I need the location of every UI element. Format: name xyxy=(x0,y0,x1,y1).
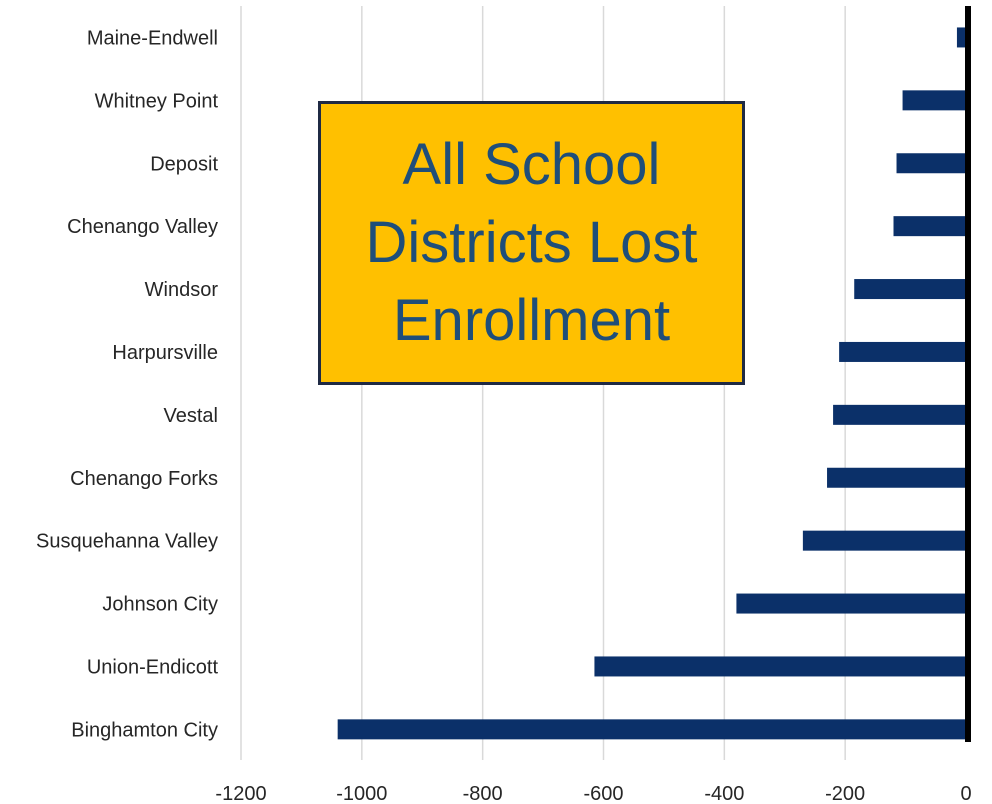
category-label: Chenango Forks xyxy=(70,468,218,490)
bar xyxy=(802,530,966,551)
category-label: Chenango Valley xyxy=(67,216,218,238)
category-label: Windsor xyxy=(145,279,219,301)
annotation-callout-box: All School Districts Lost Enrollment xyxy=(318,101,745,385)
bar xyxy=(736,593,966,614)
bar xyxy=(902,90,966,111)
category-label: Whitney Point xyxy=(95,90,219,112)
bar xyxy=(827,467,966,488)
x-tick-label: -1000 xyxy=(336,783,387,804)
bar xyxy=(594,656,966,677)
bar xyxy=(896,153,966,174)
category-label: Johnson City xyxy=(102,594,218,616)
annotation-text: All School Districts Lost Enrollment xyxy=(365,132,698,353)
x-tick-label: -800 xyxy=(463,783,503,804)
category-labels: Maine-Endwell Whitney Point Deposit Chenang… xyxy=(36,27,218,741)
x-tick-label: -1200 xyxy=(215,783,266,804)
bar xyxy=(854,279,966,300)
x-tick-label: 0 xyxy=(960,783,971,804)
category-label: Deposit xyxy=(150,153,218,175)
category-label: Union-Endicott xyxy=(87,656,219,678)
bar xyxy=(337,719,967,740)
x-tick-label: -400 xyxy=(704,783,744,804)
category-label: Susquehanna Valley xyxy=(36,531,218,553)
bar xyxy=(833,404,966,425)
bars xyxy=(337,27,967,740)
category-label: Harpursville xyxy=(112,342,218,364)
x-tick-label: -600 xyxy=(583,783,623,804)
category-label: Maine-Endwell xyxy=(87,27,218,49)
x-tick-label: -200 xyxy=(825,783,865,804)
bar xyxy=(956,27,966,48)
category-label: Vestal xyxy=(164,405,218,427)
bar xyxy=(839,341,966,362)
x-tick-labels: -1200 -1000 -800 -600 -400 -200 0 xyxy=(215,783,971,804)
category-label: Binghamton City xyxy=(71,719,218,741)
bar xyxy=(893,216,966,237)
